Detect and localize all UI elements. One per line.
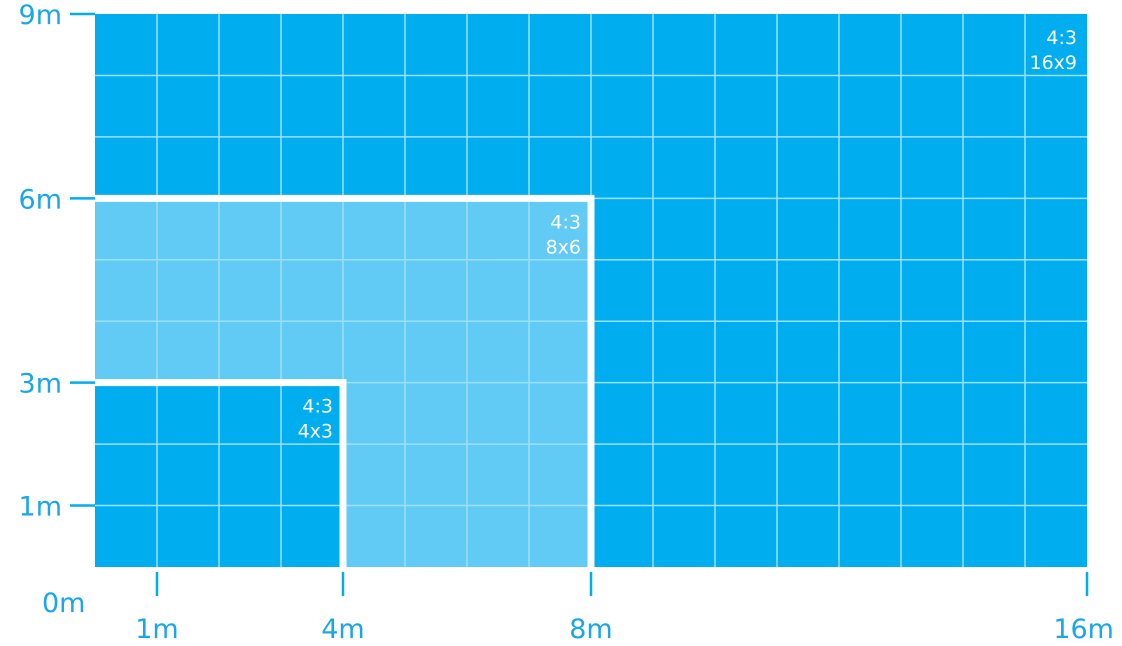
region-border-small bbox=[95, 379, 347, 567]
region-ratio-label: 4:3 bbox=[550, 211, 581, 233]
axes-layer: 1m 3m 6m 9m 1m 4m 8m 16m bbox=[19, 0, 1114, 645]
region-borders-layer bbox=[95, 194, 595, 567]
region-ratio-label: 4:3 bbox=[1046, 27, 1077, 49]
region-size-label: 8x6 bbox=[546, 236, 581, 258]
y-axis-tick-label: 3m bbox=[19, 369, 62, 400]
x-axis-tick-label: 4m bbox=[321, 614, 364, 645]
y-axis-tick-label: 1m bbox=[19, 492, 62, 523]
x-axis-tick-label: 16m bbox=[1053, 614, 1114, 645]
origin-label: 0m bbox=[42, 588, 85, 619]
region-ratio-label: 4:3 bbox=[302, 396, 333, 418]
region-size-label: 16x9 bbox=[1029, 52, 1077, 74]
region-labels-layer: 4:3 16x9 4:3 8x6 4:3 4x3 bbox=[298, 27, 1077, 443]
y-axis-tick-label: 6m bbox=[19, 184, 62, 215]
y-axis-tick-label: 9m bbox=[19, 0, 62, 31]
x-axis-tick-label: 8m bbox=[569, 614, 612, 645]
x-axis-tick-label: 1m bbox=[135, 614, 178, 645]
region-size-label: 4x3 bbox=[298, 421, 333, 443]
region-border-medium bbox=[95, 194, 595, 567]
